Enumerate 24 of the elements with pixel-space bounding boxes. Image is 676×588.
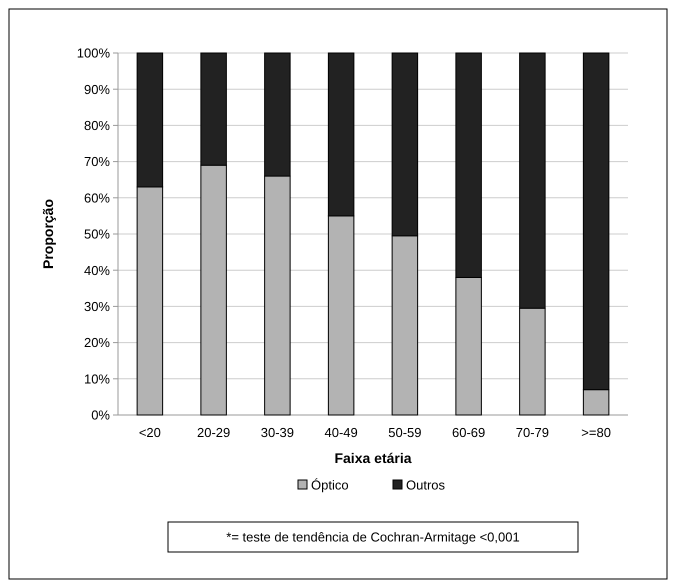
x-axis-title: Faixa etária: [334, 450, 412, 466]
y-tick-label: 0%: [91, 408, 110, 423]
y-axis-title: Proporção: [40, 198, 56, 270]
y-tick-label: 30%: [84, 298, 110, 314]
x-tick-label: <20: [138, 425, 161, 440]
y-tick-label: 100%: [76, 46, 110, 61]
x-tick-label: 40-49: [324, 425, 358, 440]
legend-label: Outros: [406, 478, 446, 493]
x-tick-label: >=80: [581, 425, 611, 440]
y-tick-label: 60%: [84, 190, 110, 206]
legend-label: Óptico: [311, 478, 349, 493]
y-tick-label: 80%: [84, 118, 110, 133]
text: *= teste de tendência de Cochran-Armitage <0,001: [226, 530, 520, 545]
y-tick-label: 70%: [84, 154, 110, 170]
x-tick-label: 60-69: [452, 425, 486, 440]
y-tick-label: 50%: [84, 226, 110, 242]
y-tick-label: 90%: [84, 82, 110, 97]
x-tick-label: 30-39: [260, 425, 294, 440]
x-tick-label: 70-79: [516, 425, 549, 440]
y-tick-label: 20%: [84, 335, 110, 350]
y-tick-label: 40%: [84, 262, 110, 278]
y-tick-label: 10%: [84, 371, 110, 386]
x-tick-label: 20-29: [197, 425, 230, 440]
x-tick-label: 50-59: [388, 425, 422, 440]
